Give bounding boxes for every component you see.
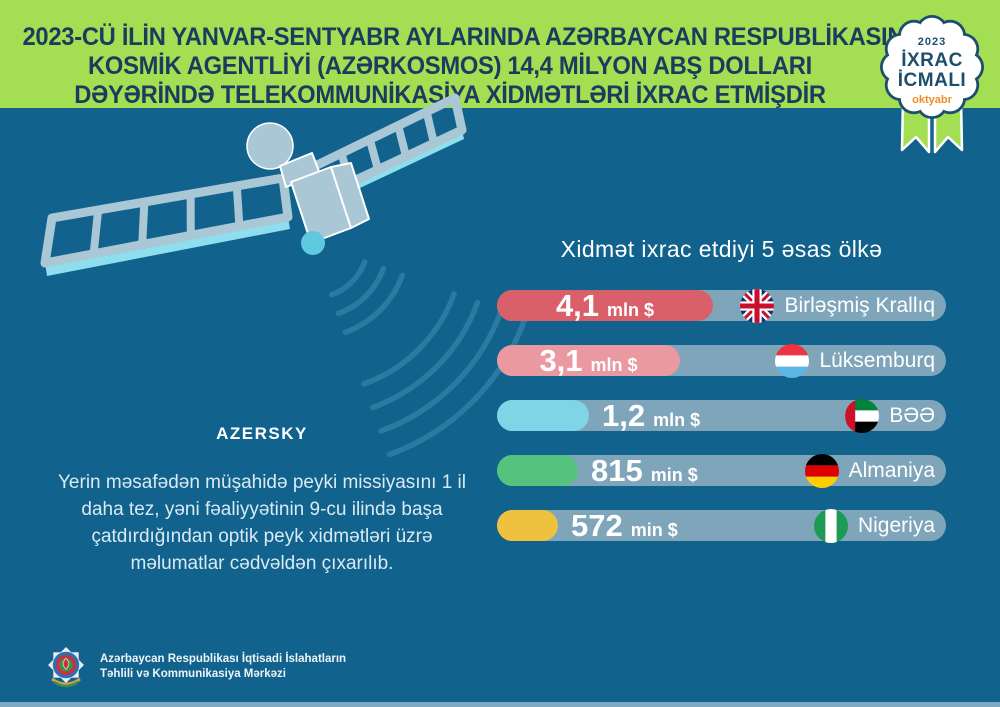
bar-country: BƏƏ [845,398,935,433]
bar-value-number: 815 [591,453,643,488]
bar-value-label: 4,1 mln $ [497,287,713,324]
export-review-badge: 2023 İXRAC İCMALI oktyabr [877,10,987,160]
azersky-body: Yerin məsafədən müşahidə peyki missiyası… [58,472,466,574]
chart-title: Xidmət ixrac etdiyi 5 əsas ölkə [560,236,883,262]
bar-value-unit: min $ [630,520,678,540]
bar-value-label: 3,1 mln $ [497,342,680,379]
badge-title-line2: İCMALI [897,70,967,91]
export-bar-row: 4,1 mln $ Birləşmiş Krallıq [497,287,946,324]
bar-value-number: 3,1 [539,343,583,378]
country-label: Nigeriya [857,513,935,537]
bar-value-number: 1,2 [602,398,646,433]
satellite-body [246,122,370,255]
bar-value-label: 572 min $ [571,507,678,544]
flag-germany-icon [804,453,839,488]
azersky-note: AZERSKY Yerin məsafədən müşahidə peyki m… [52,424,472,577]
org-name: Azərbaycan Respublikası İqtisadi İslahat… [100,652,346,682]
bar-value-number: 4,1 [555,288,600,323]
bar-fill [497,290,713,321]
bar-fill [497,510,558,541]
bar-country: Lüksemburq [775,343,935,378]
bottom-accent-strip [0,702,1000,707]
bar-value-number: 572 [571,508,623,543]
export-bars: 4,1 mln $ Birləşmiş Krallıq 3,1 mln $ Lüksemb… [497,287,946,544]
footer-org: Azərbaycan Respublikası İqtisadi İslahat… [44,643,346,691]
org-name-line1: Azərbaycan Respublikası İqtisadi İslahat… [100,653,347,665]
export-bar-row: 815 min $ Almaniya [497,452,946,489]
badge-title-line1: İXRAC [901,50,963,71]
export-bar-row: 1,2 mln $ BƏƏ [497,397,946,434]
flag-uk-icon [740,288,775,323]
bar-value-unit: mln $ [653,410,701,430]
rosette-ribbon-icon [880,15,984,154]
satellite-illustration [40,93,528,458]
title-line-2: KOSMİK AGENTLİYİ (AZƏRKOSMOS) 14,4 MİLYO… [88,52,812,80]
bar-value-unit: mln $ [607,300,655,320]
satellite-transmitter-icon [301,231,325,255]
bar-value-unit: mln $ [590,355,638,375]
org-name-line2: Təhlili və Kommunikasiya Mərkəzi [100,668,286,680]
badge-year: 2023 [917,36,947,48]
bar-value-unit: min $ [650,465,698,485]
export-bar-row: 3,1 mln $ Lüksemburq [497,342,946,379]
bar-fill [497,345,680,376]
export-chart: Xidmət ixrac etdiyi 5 əsas ölkə 4,1 mln $… [497,236,946,565]
country-label: Almaniya [848,458,935,482]
flag-luxembourg-icon [775,343,810,378]
country-label: Lüksemburq [819,348,935,372]
country-label: Birləşmiş Krallıq [784,293,935,317]
flag-uae-icon [845,398,880,433]
flag-nigeria-icon [813,508,848,543]
bar-country: Nigeriya [813,508,935,543]
bar-value-label: 815 min $ [591,452,698,489]
bar-country: Almaniya [804,453,935,488]
bar-country: Birləşmiş Krallıq [740,288,935,323]
signal-waves-icon [329,259,528,458]
title-line-1: 2023-CÜ İLİN YANVAR-SENTYABR AYLARINDA A… [22,23,928,51]
export-bar-row: 572 min $ Nigeriya [497,507,946,544]
page-title: 2023-CÜ İLİN YANVAR-SENTYABR AYLARINDA A… [22,23,928,110]
badge-text: 2023 İXRAC İCMALI oktyabr [877,10,987,106]
rosette-scallop [880,15,984,119]
badge-month: oktyabr [912,94,952,106]
bar-fill [497,400,589,431]
azersky-title: AZERSKY [216,424,308,443]
solar-panel-left [40,173,293,276]
bar-fill [497,455,578,486]
country-label: BƏƏ [889,403,935,427]
header-band: 2023-CÜ İLİN YANVAR-SENTYABR AYLARINDA A… [0,0,1000,110]
azerbaijan-emblem-icon [48,647,84,688]
bar-value-label: 1,2 mln $ [602,397,700,434]
